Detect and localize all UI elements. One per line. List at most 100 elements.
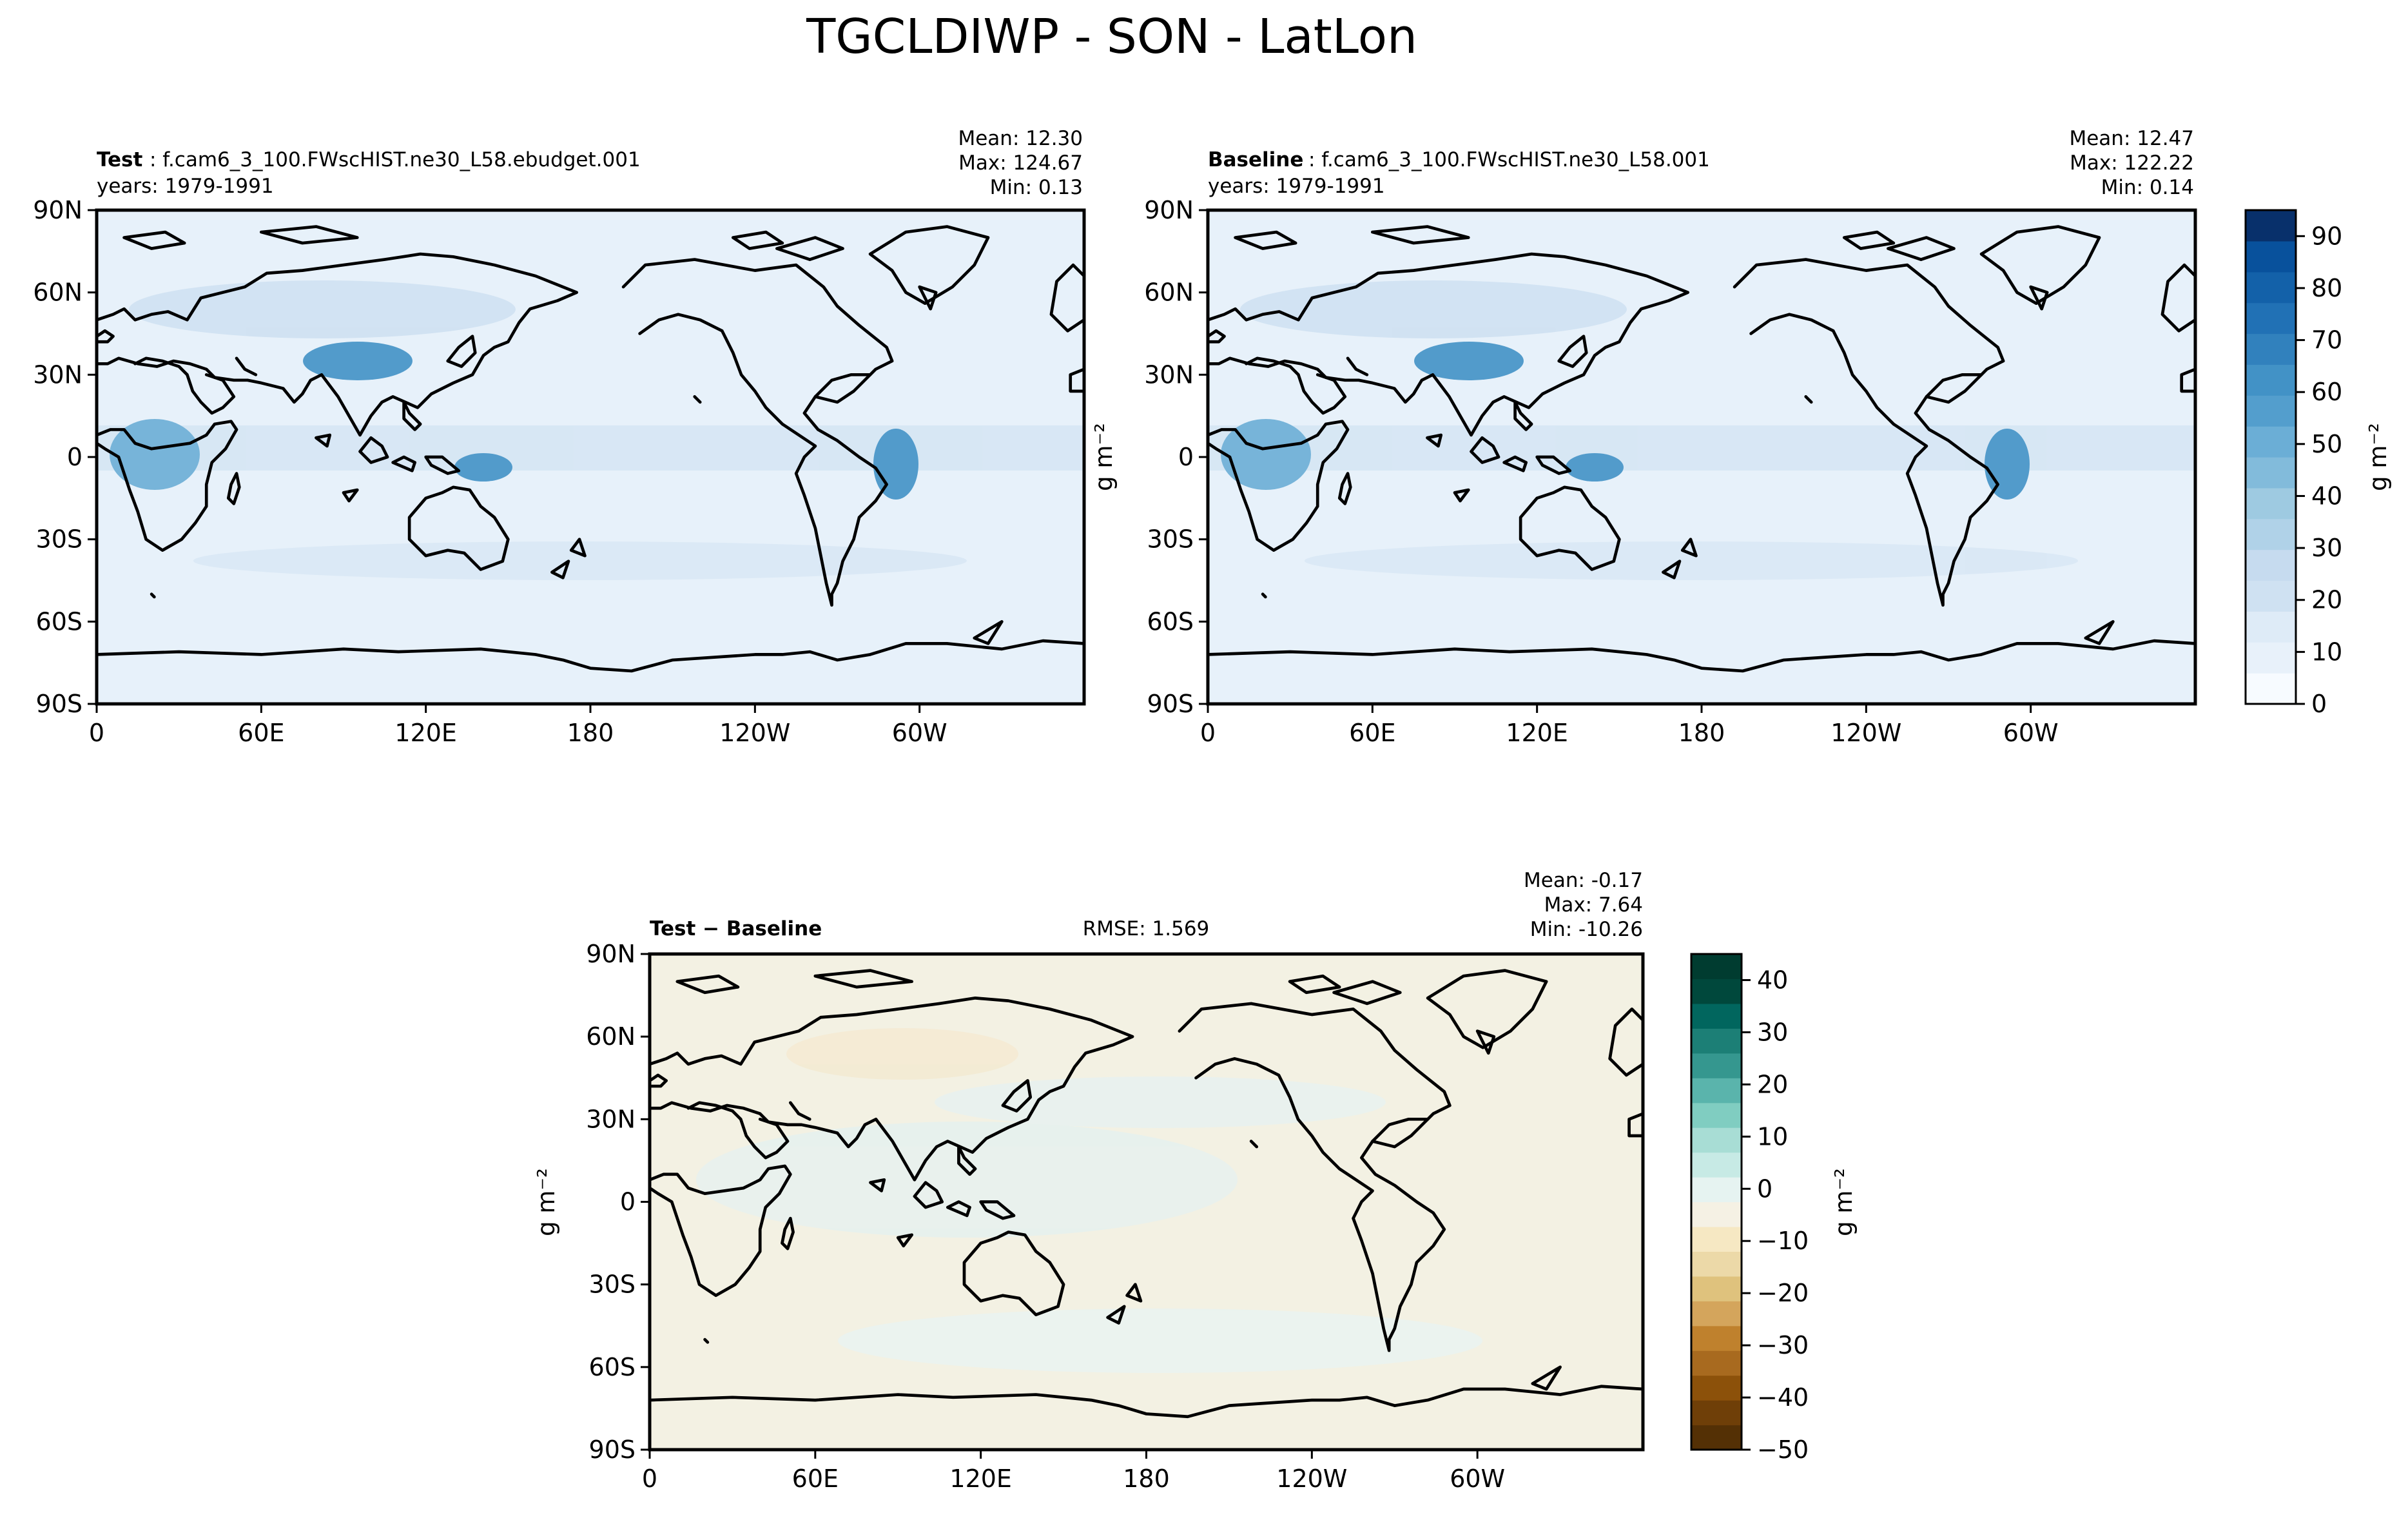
test-xtick-label: 120E xyxy=(394,719,457,747)
test-stat-mean: Mean: 12.30 xyxy=(958,127,1083,150)
abs-colorbar-ticks: 0 10 20 30 40 50 60 70 80 90 xyxy=(2296,222,2342,718)
diff-panel: Test − Baseline RMSE: 1.569 Mean: -0.17 … xyxy=(532,869,1858,1493)
diff-colorbar-swatch xyxy=(1691,978,1742,1004)
abs-colorbar-swatch xyxy=(2246,395,2296,427)
abs-colorbar-label: g m⁻² xyxy=(2364,423,2392,491)
test-ytick-label: 90S xyxy=(36,690,83,718)
abs-colorbar-tick-label: 40 xyxy=(2311,482,2342,510)
baseline-ylabel: g m⁻² xyxy=(1090,423,1118,491)
test-southern-band xyxy=(193,541,967,580)
baseline-xtick-label: 60W xyxy=(2003,719,2059,747)
diff-stat-min: Min: -10.26 xyxy=(1530,918,1643,941)
diff-ylabel: g m⁻² xyxy=(532,1168,560,1236)
test-africa-max xyxy=(110,419,200,490)
baseline-ytick-label: 60N xyxy=(1144,278,1194,307)
diff-colorbar-swatch xyxy=(1691,1102,1742,1128)
abs-colorbar-swatch xyxy=(2246,457,2296,489)
diff-ytick-label: 30S xyxy=(589,1270,636,1299)
diff-ytick-label: 90S xyxy=(589,1435,636,1464)
diff-map-shading xyxy=(696,1028,1482,1373)
baseline-nh-storm xyxy=(1240,280,1627,338)
diff-ytick-label: 60N xyxy=(586,1022,636,1051)
diff-ytick-label: 0 xyxy=(620,1188,636,1216)
baseline-ytick-label: 30N xyxy=(1144,360,1194,389)
test-ytick-label: 90N xyxy=(33,196,83,224)
abs-colorbar-swatch xyxy=(2246,240,2296,273)
diff-colorbar-swatch xyxy=(1691,1251,1742,1277)
diff-colorbar-tick-label: 20 xyxy=(1757,1070,1788,1098)
abs-colorbar-swatch xyxy=(2246,642,2296,674)
baseline-xtick-label: 0 xyxy=(1200,719,1216,747)
baseline-xtick-label: 120E xyxy=(1506,719,1568,747)
test-ytick-label: 60S xyxy=(36,607,83,636)
abs-colorbar-swatch xyxy=(2246,364,2296,396)
abs-colorbar: 0 10 20 30 40 50 60 70 80 90 g m⁻² xyxy=(2244,209,2392,718)
baseline-xtick-label: 120W xyxy=(1830,719,1901,747)
baseline-southern-band xyxy=(1305,541,2078,580)
diff-colorbar-tick-label: −10 xyxy=(1757,1227,1809,1255)
diff-tropics-teal xyxy=(696,1122,1238,1238)
test-maritime-max xyxy=(454,453,512,482)
diff-xtick-label: 60W xyxy=(1450,1464,1505,1493)
test-xtick-label: 60E xyxy=(238,719,284,747)
diff-colorbar-ticks: 40 30 20 10 0 −10 −20 −30 −40 −50 xyxy=(1742,966,1809,1464)
test-title-bold: Test xyxy=(97,148,143,171)
test-map-shading xyxy=(97,280,1084,580)
diff-south-teal xyxy=(838,1309,1482,1373)
test-ytick-label: 30S xyxy=(36,525,83,554)
baseline-itcz-band xyxy=(1208,425,2195,471)
diff-colorbar-swatch xyxy=(1691,1003,1742,1029)
baseline-map-shading xyxy=(1208,280,2195,580)
test-ytick-label: 30N xyxy=(33,360,83,389)
test-years: years: 1979-1991 xyxy=(97,175,274,198)
test-xtick-label: 180 xyxy=(567,719,614,747)
abs-colorbar-swatch xyxy=(2246,271,2296,304)
abs-colorbar-swatch xyxy=(2246,333,2296,365)
diff-xtick-label: 0 xyxy=(642,1464,657,1493)
diff-xtick-label: 120W xyxy=(1276,1464,1347,1493)
abs-colorbar-tick-label: 80 xyxy=(2311,274,2342,302)
test-tibet-max xyxy=(303,342,413,380)
baseline-title-bold: Baseline xyxy=(1208,148,1303,171)
diff-colorbar-swatch xyxy=(1691,1375,1742,1401)
diff-title: Test − Baseline xyxy=(650,917,822,940)
abs-colorbar-swatch xyxy=(2246,549,2296,581)
abs-colorbar-swatch xyxy=(2246,673,2296,705)
test-itcz-band xyxy=(97,425,1084,471)
abs-colorbar-swatch xyxy=(2246,487,2296,520)
abs-colorbar-tick-label: 50 xyxy=(2311,430,2342,458)
baseline-ytick-label: 30S xyxy=(1147,525,1194,554)
diff-colorbar-tick-label: 0 xyxy=(1757,1174,1772,1203)
diff-stat-mean: Mean: -0.17 xyxy=(1524,869,1643,892)
diff-colorbar: 40 30 20 10 0 −10 −20 −30 −40 −50 g m⁻² xyxy=(1690,953,1858,1464)
diff-colorbar-swatch xyxy=(1691,1325,1742,1351)
test-xtick-label: 120W xyxy=(719,719,790,747)
abs-colorbar-swatch xyxy=(2246,426,2296,458)
abs-colorbar-tick-label: 30 xyxy=(2311,534,2342,562)
diff-colorbar-swatch xyxy=(1691,1425,1742,1450)
abs-colorbar-tick-label: 70 xyxy=(2311,326,2342,355)
diff-colorbar-swatch xyxy=(1691,1276,1742,1301)
baseline-panel: Baseline : f.cam6_3_100.FWscHIST.ne30_L5… xyxy=(1090,127,2392,747)
diff-colorbar-fill xyxy=(1691,954,1742,1450)
figure-title: TGCLDIWP - SON - LatLon xyxy=(806,9,1417,64)
diff-colorbar-swatch xyxy=(1691,1202,1742,1227)
test-xtick-label: 60W xyxy=(892,719,947,747)
diff-colorbar-swatch xyxy=(1691,1028,1742,1054)
baseline-ytick-label: 60S xyxy=(1147,607,1194,636)
baseline-xtick-label: 180 xyxy=(1678,719,1725,747)
diff-colorbar-swatch xyxy=(1691,1053,1742,1078)
diff-colorbar-tick-label: 10 xyxy=(1757,1122,1788,1151)
baseline-maritime-max xyxy=(1566,453,1624,482)
diff-asia-brown xyxy=(786,1028,1018,1080)
baseline-amazon-max xyxy=(1985,429,2030,500)
diff-colorbar-swatch xyxy=(1691,1301,1742,1327)
test-map: 0 60E 120E 180 120W 60W 90N 60N 30N 0 30S 60S 90S xyxy=(33,196,1086,747)
abs-colorbar-swatch xyxy=(2246,611,2296,643)
abs-colorbar-swatch xyxy=(2246,518,2296,550)
test-xtick-label: 0 xyxy=(89,719,104,747)
diff-colorbar-label: g m⁻² xyxy=(1830,1168,1858,1236)
diff-colorbar-swatch xyxy=(1691,1078,1742,1104)
diff-colorbar-frame xyxy=(1690,953,1743,1451)
diff-colorbar-swatch xyxy=(1691,1177,1742,1203)
